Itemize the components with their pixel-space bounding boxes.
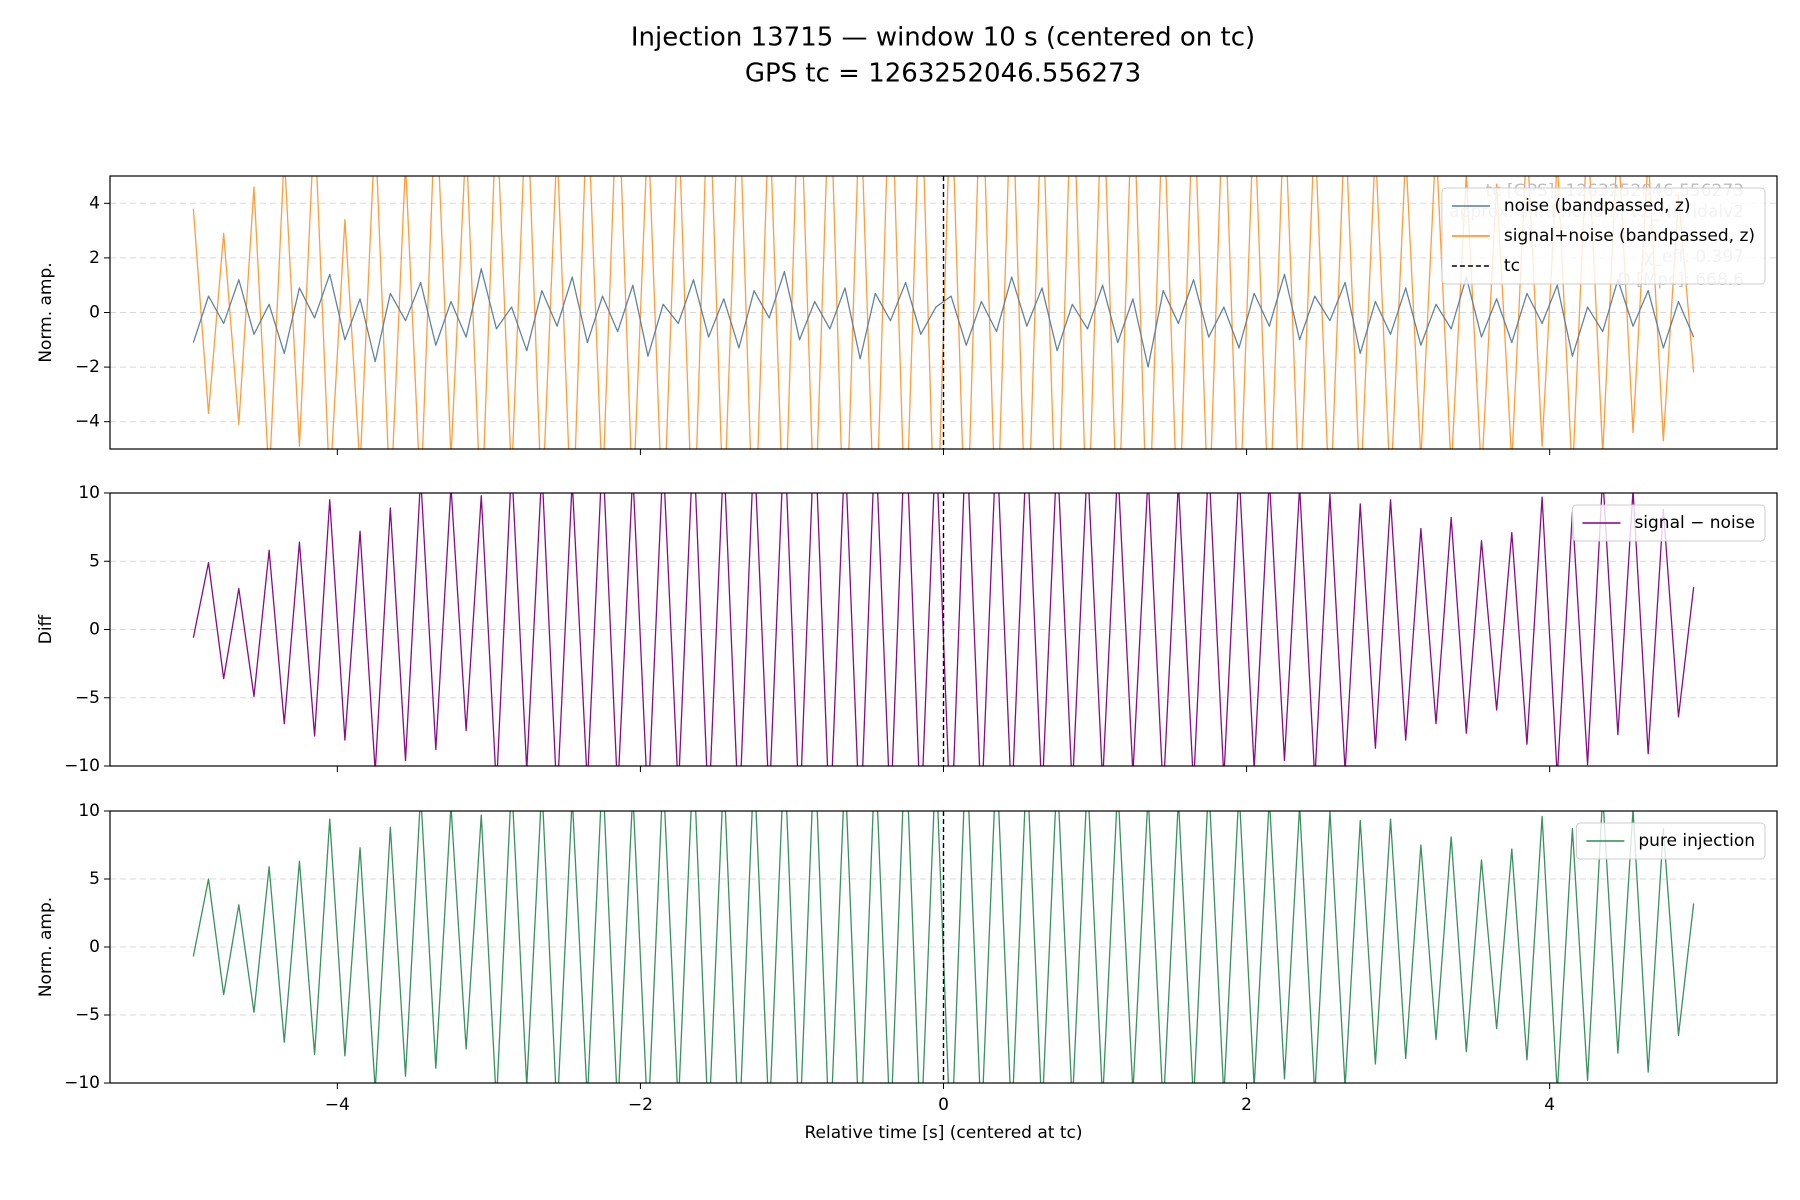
- legend-label: signal+noise (bandpassed, z): [1504, 226, 1755, 246]
- axes-frame: [109, 175, 1778, 450]
- x-tick-label: −4: [325, 1095, 350, 1115]
- axes-frame: [109, 810, 1778, 1084]
- legend-box: [1571, 504, 1766, 542]
- x-axis-label: Relative time [s] (centered at tc): [804, 1123, 1082, 1143]
- plot-area: [192, 493, 1695, 766]
- x-tick-label: 4: [1544, 1095, 1555, 1115]
- y-tick-label: 10: [78, 483, 100, 503]
- y-axis-label: Diff: [36, 613, 56, 644]
- legend-box: [1575, 822, 1766, 860]
- chart-subtitle: GPS tc = 1263252046.556273: [745, 59, 1141, 89]
- plot-area: [192, 811, 1695, 1083]
- y-tick-label: 5: [89, 869, 100, 889]
- chart-title: Injection 13715 — window 10 s (centered …: [631, 23, 1255, 53]
- y-tick-label: 0: [89, 937, 100, 957]
- legend-box: [1441, 187, 1766, 285]
- y-tick-label: −10: [64, 756, 100, 776]
- y-tick-label: 0: [89, 303, 100, 323]
- y-tick-label: −5: [75, 688, 100, 708]
- y-tick-label: −10: [64, 1073, 100, 1093]
- legend: pure injection: [1575, 822, 1766, 860]
- legend: signal − noise: [1571, 504, 1766, 542]
- axes-frame: [109, 492, 1778, 767]
- y-tick-label: 10: [78, 801, 100, 821]
- series-line: [192, 268, 1695, 368]
- legend-label: pure injection: [1638, 831, 1755, 851]
- y-tick-label: −5: [75, 1005, 100, 1025]
- legend-label: tc: [1504, 256, 1520, 276]
- y-tick-label: 0: [89, 620, 100, 640]
- legend-label: signal − noise: [1634, 513, 1755, 533]
- legend: noise (bandpassed, z) signal+noise (bandp…: [1441, 187, 1766, 285]
- y-tick-label: 4: [89, 193, 100, 213]
- plot-area: [192, 176, 1695, 449]
- x-tick-label: 0: [938, 1095, 949, 1115]
- y-tick-label: 5: [89, 551, 100, 571]
- x-tick-label: 2: [1241, 1095, 1252, 1115]
- y-axis-label: Norm. amp.: [36, 262, 56, 362]
- x-tick-label: −2: [628, 1095, 653, 1115]
- y-tick-label: 2: [89, 248, 100, 268]
- y-axis-label: Norm. amp.: [36, 897, 56, 997]
- y-tick-label: −2: [75, 357, 100, 377]
- legend-label: noise (bandpassed, z): [1504, 196, 1691, 216]
- y-tick-label: −4: [75, 412, 100, 432]
